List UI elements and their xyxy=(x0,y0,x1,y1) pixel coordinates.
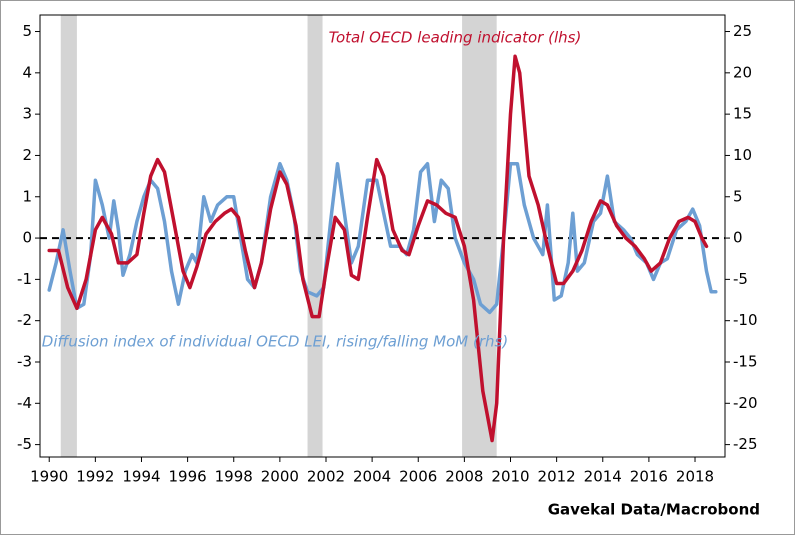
x-tick-label: 2002 xyxy=(307,468,345,486)
y2-tick-label: -25 xyxy=(733,435,758,453)
y-tick-label: 2 xyxy=(22,146,32,164)
y2-tick-label: -20 xyxy=(733,394,758,412)
y2-tick-label: 0 xyxy=(733,229,743,247)
shaded-period xyxy=(60,15,77,457)
shaded-period xyxy=(462,15,497,457)
y2-tick-label: -10 xyxy=(733,311,758,329)
annotation: Diffusion index of individual OECD LEI, … xyxy=(42,333,508,351)
x-tick-label: 2016 xyxy=(630,468,668,486)
x-tick-label: 2004 xyxy=(353,468,391,486)
x-tick-label: 2012 xyxy=(538,468,576,486)
x-tick-label: 2000 xyxy=(261,468,299,486)
y2-tick-label: 20 xyxy=(733,63,752,81)
y2-tick-label: 10 xyxy=(733,146,752,164)
plot: -5-4-3-2-1012345-25-20-15-10-50510152025… xyxy=(17,14,758,486)
x-tick-label: 2010 xyxy=(491,468,529,486)
y-tick-label: 1 xyxy=(22,187,32,205)
y2-tick-label: -5 xyxy=(733,270,748,288)
source: Gavekal Data/Macrobond xyxy=(548,501,760,519)
x-tick-label: 1992 xyxy=(76,468,114,486)
y-tick-label: -2 xyxy=(17,311,32,329)
x-tick-label: 1996 xyxy=(169,468,207,486)
y2-tick-label: 15 xyxy=(733,105,752,123)
y-tick-label: -4 xyxy=(17,394,32,412)
x-tick-label: 1990 xyxy=(30,468,68,486)
y2-tick-label: -15 xyxy=(733,352,758,370)
y-tick-label: 4 xyxy=(22,63,32,81)
y-tick-label: 3 xyxy=(22,105,32,123)
y-tick-label: 0 xyxy=(22,229,32,247)
plot-border xyxy=(39,14,726,458)
annotation: Total OECD leading indicator (lhs) xyxy=(329,29,582,47)
shaded-period xyxy=(307,15,323,457)
x-tick-label: 2018 xyxy=(676,468,714,486)
y-tick-label: -5 xyxy=(17,435,32,453)
y2-tick-label: 25 xyxy=(733,22,752,40)
x-tick-label: 2006 xyxy=(399,468,437,486)
series-line xyxy=(47,54,709,443)
x-tick-label: 1998 xyxy=(215,468,253,486)
x-tick-label: 2014 xyxy=(584,468,622,486)
y-tick-label: -3 xyxy=(17,352,32,370)
y-tick-label: 5 xyxy=(22,22,32,40)
x-tick-label: 2008 xyxy=(445,468,483,486)
x-tick-label: 1994 xyxy=(122,468,160,486)
y-tick-label: -1 xyxy=(17,270,32,288)
y2-tick-label: 5 xyxy=(733,187,743,205)
